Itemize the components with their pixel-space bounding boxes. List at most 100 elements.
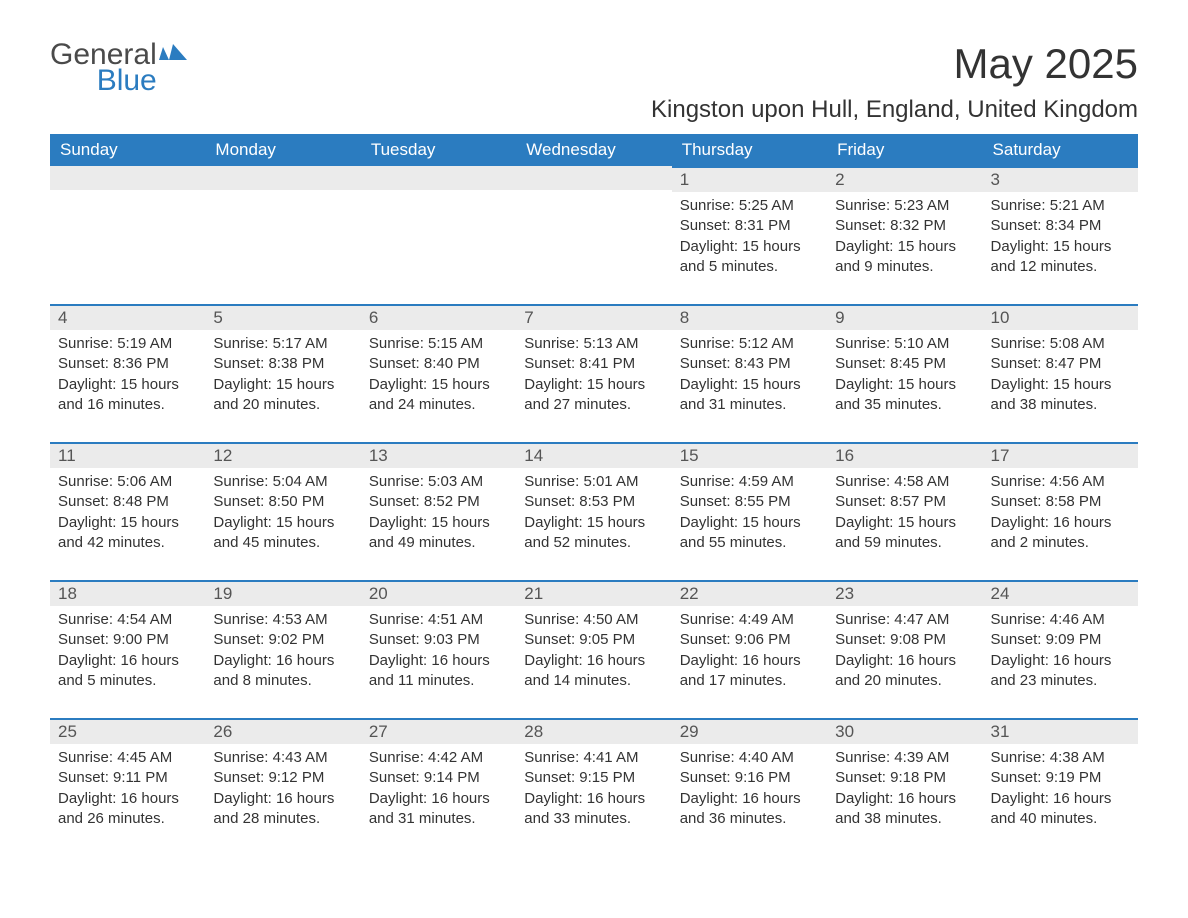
daylight-line: Daylight: 15 hours and 49 minutes. xyxy=(369,513,508,554)
day-number: 30 xyxy=(827,718,982,744)
logo-text: General Blue xyxy=(50,40,157,96)
sunset-line: Sunset: 9:18 PM xyxy=(835,768,974,788)
daylight-line: Daylight: 16 hours and 11 minutes. xyxy=(369,651,508,692)
sunrise-line: Sunrise: 5:13 AM xyxy=(524,334,663,354)
daylight-line: Daylight: 15 hours and 31 minutes. xyxy=(680,375,819,416)
empty-day-bar xyxy=(205,166,360,190)
month-title: May 2025 xyxy=(651,40,1138,88)
sunrise-line: Sunrise: 5:03 AM xyxy=(369,472,508,492)
sunset-line: Sunset: 9:00 PM xyxy=(58,630,197,650)
day-details: Sunrise: 4:41 AMSunset: 9:15 PMDaylight:… xyxy=(516,744,671,835)
daylight-line: Daylight: 16 hours and 26 minutes. xyxy=(58,789,197,830)
day-details: Sunrise: 5:21 AMSunset: 8:34 PMDaylight:… xyxy=(983,192,1138,283)
sunset-line: Sunset: 8:48 PM xyxy=(58,492,197,512)
sunrise-line: Sunrise: 4:54 AM xyxy=(58,610,197,630)
day-number: 12 xyxy=(205,442,360,468)
daylight-line: Daylight: 16 hours and 20 minutes. xyxy=(835,651,974,692)
sunrise-line: Sunrise: 5:08 AM xyxy=(991,334,1130,354)
day-details: Sunrise: 4:42 AMSunset: 9:14 PMDaylight:… xyxy=(361,744,516,835)
calendar-row: 11Sunrise: 5:06 AMSunset: 8:48 PMDayligh… xyxy=(50,442,1138,580)
daylight-line: Daylight: 16 hours and 36 minutes. xyxy=(680,789,819,830)
sunset-line: Sunset: 8:57 PM xyxy=(835,492,974,512)
daylight-line: Daylight: 15 hours and 24 minutes. xyxy=(369,375,508,416)
day-details: Sunrise: 5:12 AMSunset: 8:43 PMDaylight:… xyxy=(672,330,827,421)
day-number: 14 xyxy=(516,442,671,468)
empty-day-bar xyxy=(516,166,671,190)
sunset-line: Sunset: 9:06 PM xyxy=(680,630,819,650)
calendar-cell: 14Sunrise: 5:01 AMSunset: 8:53 PMDayligh… xyxy=(516,442,671,580)
sunset-line: Sunset: 9:03 PM xyxy=(369,630,508,650)
calendar-cell: 30Sunrise: 4:39 AMSunset: 9:18 PMDayligh… xyxy=(827,718,982,856)
day-number: 2 xyxy=(827,166,982,192)
sunset-line: Sunset: 8:43 PM xyxy=(680,354,819,374)
sunset-line: Sunset: 9:15 PM xyxy=(524,768,663,788)
day-number: 13 xyxy=(361,442,516,468)
day-number: 18 xyxy=(50,580,205,606)
calendar-cell: 25Sunrise: 4:45 AMSunset: 9:11 PMDayligh… xyxy=(50,718,205,856)
dayheader-cell: Sunday xyxy=(50,134,205,166)
day-details: Sunrise: 5:15 AMSunset: 8:40 PMDaylight:… xyxy=(361,330,516,421)
day-number: 20 xyxy=(361,580,516,606)
day-details: Sunrise: 5:01 AMSunset: 8:53 PMDaylight:… xyxy=(516,468,671,559)
calendar-cell: 29Sunrise: 4:40 AMSunset: 9:16 PMDayligh… xyxy=(672,718,827,856)
calendar-cell: 19Sunrise: 4:53 AMSunset: 9:02 PMDayligh… xyxy=(205,580,360,718)
dayheader-cell: Tuesday xyxy=(361,134,516,166)
day-details: Sunrise: 5:04 AMSunset: 8:50 PMDaylight:… xyxy=(205,468,360,559)
calendar-cell: 7Sunrise: 5:13 AMSunset: 8:41 PMDaylight… xyxy=(516,304,671,442)
calendar-cell: 23Sunrise: 4:47 AMSunset: 9:08 PMDayligh… xyxy=(827,580,982,718)
sunrise-line: Sunrise: 4:51 AM xyxy=(369,610,508,630)
day-details: Sunrise: 5:10 AMSunset: 8:45 PMDaylight:… xyxy=(827,330,982,421)
sunrise-line: Sunrise: 4:53 AM xyxy=(213,610,352,630)
day-details: Sunrise: 4:59 AMSunset: 8:55 PMDaylight:… xyxy=(672,468,827,559)
daylight-line: Daylight: 16 hours and 38 minutes. xyxy=(835,789,974,830)
daylight-line: Daylight: 16 hours and 5 minutes. xyxy=(58,651,197,692)
day-details: Sunrise: 5:25 AMSunset: 8:31 PMDaylight:… xyxy=(672,192,827,283)
day-details: Sunrise: 4:50 AMSunset: 9:05 PMDaylight:… xyxy=(516,606,671,697)
sunrise-line: Sunrise: 4:50 AM xyxy=(524,610,663,630)
day-number: 15 xyxy=(672,442,827,468)
calendar-cell: 6Sunrise: 5:15 AMSunset: 8:40 PMDaylight… xyxy=(361,304,516,442)
calendar-cell: 17Sunrise: 4:56 AMSunset: 8:58 PMDayligh… xyxy=(983,442,1138,580)
sunset-line: Sunset: 9:11 PM xyxy=(58,768,197,788)
sunrise-line: Sunrise: 4:47 AM xyxy=(835,610,974,630)
sunrise-line: Sunrise: 5:04 AM xyxy=(213,472,352,492)
sunset-line: Sunset: 8:34 PM xyxy=(991,216,1130,236)
day-details: Sunrise: 4:45 AMSunset: 9:11 PMDaylight:… xyxy=(50,744,205,835)
day-details: Sunrise: 4:58 AMSunset: 8:57 PMDaylight:… xyxy=(827,468,982,559)
dayheader-cell: Monday xyxy=(205,134,360,166)
sunset-line: Sunset: 8:38 PM xyxy=(213,354,352,374)
day-details: Sunrise: 4:46 AMSunset: 9:09 PMDaylight:… xyxy=(983,606,1138,697)
daylight-line: Daylight: 15 hours and 16 minutes. xyxy=(58,375,197,416)
sunset-line: Sunset: 8:52 PM xyxy=(369,492,508,512)
sunrise-line: Sunrise: 4:40 AM xyxy=(680,748,819,768)
day-number: 25 xyxy=(50,718,205,744)
sunrise-line: Sunrise: 4:41 AM xyxy=(524,748,663,768)
day-number: 6 xyxy=(361,304,516,330)
day-details: Sunrise: 5:23 AMSunset: 8:32 PMDaylight:… xyxy=(827,192,982,283)
day-details: Sunrise: 5:13 AMSunset: 8:41 PMDaylight:… xyxy=(516,330,671,421)
day-number: 1 xyxy=(672,166,827,192)
daylight-line: Daylight: 16 hours and 2 minutes. xyxy=(991,513,1130,554)
calendar-cell: 24Sunrise: 4:46 AMSunset: 9:09 PMDayligh… xyxy=(983,580,1138,718)
dayheader-cell: Friday xyxy=(827,134,982,166)
day-details: Sunrise: 5:19 AMSunset: 8:36 PMDaylight:… xyxy=(50,330,205,421)
daylight-line: Daylight: 16 hours and 40 minutes. xyxy=(991,789,1130,830)
day-details: Sunrise: 4:54 AMSunset: 9:00 PMDaylight:… xyxy=(50,606,205,697)
sunrise-line: Sunrise: 5:17 AM xyxy=(213,334,352,354)
calendar-cell: 15Sunrise: 4:59 AMSunset: 8:55 PMDayligh… xyxy=(672,442,827,580)
day-details: Sunrise: 4:49 AMSunset: 9:06 PMDaylight:… xyxy=(672,606,827,697)
sunrise-line: Sunrise: 4:46 AM xyxy=(991,610,1130,630)
calendar-cell: 12Sunrise: 5:04 AMSunset: 8:50 PMDayligh… xyxy=(205,442,360,580)
day-number: 21 xyxy=(516,580,671,606)
day-details: Sunrise: 5:17 AMSunset: 8:38 PMDaylight:… xyxy=(205,330,360,421)
daylight-line: Daylight: 15 hours and 5 minutes. xyxy=(680,237,819,278)
title-block: May 2025 Kingston upon Hull, England, Un… xyxy=(651,40,1138,130)
daylight-line: Daylight: 15 hours and 27 minutes. xyxy=(524,375,663,416)
calendar-cell: 9Sunrise: 5:10 AMSunset: 8:45 PMDaylight… xyxy=(827,304,982,442)
daylight-line: Daylight: 15 hours and 12 minutes. xyxy=(991,237,1130,278)
sunrise-line: Sunrise: 4:43 AM xyxy=(213,748,352,768)
daylight-line: Daylight: 16 hours and 14 minutes. xyxy=(524,651,663,692)
empty-day-bar xyxy=(361,166,516,190)
header: General Blue May 2025 Kingston upon Hull… xyxy=(50,40,1138,130)
day-number: 5 xyxy=(205,304,360,330)
